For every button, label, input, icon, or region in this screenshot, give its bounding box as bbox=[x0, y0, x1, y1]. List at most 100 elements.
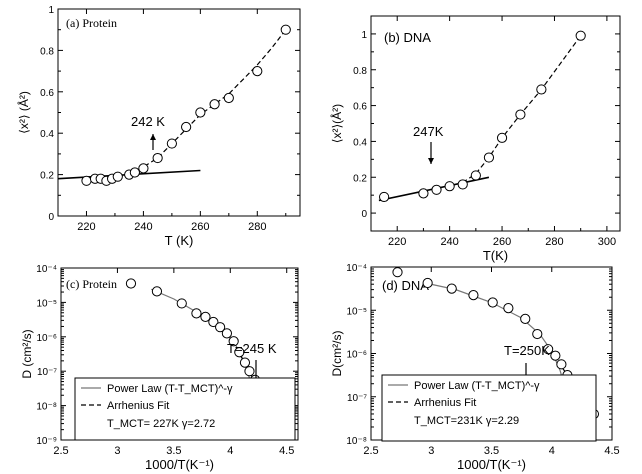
annotation-label: 247K bbox=[413, 124, 444, 139]
panel-label: (a) Protein bbox=[66, 16, 117, 30]
data-point bbox=[503, 302, 514, 314]
x-tick-label: 4 bbox=[549, 445, 555, 457]
data-point bbox=[379, 191, 390, 203]
y-tick-label: 0.2 bbox=[353, 173, 367, 184]
panel-label: (c) Protein bbox=[66, 277, 117, 291]
data-point bbox=[515, 109, 526, 120]
x-tick-label: 3 bbox=[428, 445, 434, 457]
y-tick-label: 10⁻⁷ bbox=[347, 393, 367, 404]
data-point bbox=[209, 99, 220, 110]
data-point bbox=[166, 138, 177, 149]
data-point bbox=[129, 167, 140, 178]
x-tick-label: 280 bbox=[545, 236, 563, 248]
data-point bbox=[483, 152, 495, 163]
annotation-label: T=250K bbox=[504, 343, 550, 358]
data-point bbox=[418, 188, 429, 199]
legend-box bbox=[381, 374, 597, 442]
data-point bbox=[215, 322, 226, 333]
annotation-label: T=245 K bbox=[227, 341, 277, 356]
data-point bbox=[181, 121, 192, 133]
y-axis-label: ⟨x²⟩ (Å²) bbox=[16, 91, 31, 134]
data-point bbox=[252, 66, 263, 77]
annotation-label: 242 K bbox=[131, 114, 165, 129]
data-point bbox=[280, 24, 291, 35]
dashed-fit-line bbox=[462, 35, 582, 184]
x-axis-label: 1000/T(K⁻¹) bbox=[457, 457, 526, 472]
y-tick-label: 10⁻⁸ bbox=[346, 436, 367, 447]
x-tick-label: 220 bbox=[388, 236, 406, 248]
panel-1: 220 240 260 280 0 0.2 0.4 0.6 0.8 1 T (K) ⟨x²⟩ (Å²)… bbox=[16, 5, 301, 248]
x-tick-label: 260 bbox=[191, 221, 209, 233]
y-tick-label: 10⁻⁸ bbox=[36, 402, 57, 413]
data-point bbox=[487, 297, 498, 308]
panel-4: 2.5 3 3.5 4 4.5 10⁻⁸ 10⁻⁷ 10⁻⁶ 10⁻⁵ 10⁻⁴ 1000/T(K⁻… bbox=[330, 263, 620, 472]
y-tick-label: 0.2 bbox=[40, 171, 54, 182]
x-tick-label: 280 bbox=[248, 221, 266, 233]
x-tick-label: 240 bbox=[440, 236, 458, 248]
data-point bbox=[550, 350, 561, 361]
y-tick-label: 10⁻⁶ bbox=[36, 333, 57, 344]
data-point bbox=[176, 298, 187, 309]
x-tick-label: 3.5 bbox=[166, 445, 181, 457]
plot-area bbox=[58, 24, 291, 186]
data-point bbox=[470, 170, 481, 181]
data-point bbox=[575, 30, 586, 41]
x-tick-label: 260 bbox=[493, 236, 511, 248]
data-point bbox=[532, 328, 543, 340]
x-axis-label: 1000/T(K⁻¹) bbox=[145, 457, 214, 472]
y-tick-label: 0.4 bbox=[353, 137, 367, 148]
x-tick-label: 240 bbox=[134, 221, 152, 233]
data-point bbox=[152, 152, 163, 164]
data-point bbox=[223, 92, 234, 104]
panel-3: 2.5 3 3.5 4 4.5 10⁻⁹ 10⁻⁸ 10⁻⁷ 10⁻⁶ 10⁻⁵ 10⁻⁴ 1000/… bbox=[20, 264, 299, 472]
y-tick-label: 10⁻⁹ bbox=[36, 436, 57, 447]
legend-entry-fit-params: T_MCT= 227K γ=2.72 bbox=[107, 418, 215, 430]
y-tick-label: 10⁻⁵ bbox=[346, 306, 367, 317]
legend-box bbox=[74, 377, 296, 441]
y-tick-label: 0.4 bbox=[40, 129, 54, 140]
y-tick-label: 0.8 bbox=[40, 46, 54, 57]
data-point bbox=[422, 277, 433, 289]
legend-entry-power-law: Power Law (T-T_MCT)^-γ bbox=[107, 383, 233, 395]
data-point bbox=[195, 107, 206, 118]
legend: Power Law (T-T_MCT)^-γ Arrhenius Fit T_MCT… bbox=[381, 374, 597, 442]
data-point bbox=[228, 336, 239, 347]
panel-2: 220 240 260 280 300 0 0.2 0.4 0.6 0.8 1 T(K) ⟨x²⟩(Å²… bbox=[329, 15, 621, 263]
y-tick-label: 0 bbox=[361, 209, 367, 220]
data-point bbox=[468, 290, 479, 301]
y-tick-label: 0 bbox=[48, 212, 54, 223]
data-point bbox=[536, 84, 547, 95]
y-tick-label: 10⁻⁵ bbox=[36, 298, 57, 309]
data-point bbox=[234, 347, 245, 358]
panel-label: (d) DNA bbox=[382, 278, 429, 293]
y-tick-label: 10⁻⁶ bbox=[346, 350, 367, 361]
legend-entry-fit-params: T_MCT=231K γ=2.29 bbox=[414, 415, 519, 427]
y-axis-label: D(cm²/s) bbox=[330, 331, 344, 377]
y-tick-label: 0.8 bbox=[353, 66, 367, 77]
data-point bbox=[444, 181, 455, 192]
y-tick-label: 1 bbox=[48, 5, 54, 16]
panel-label: (b) DNA bbox=[384, 30, 431, 45]
data-point bbox=[221, 328, 232, 339]
legend-entry-power-law: Power Law (T-T_MCT)^-γ bbox=[414, 380, 540, 392]
data-point bbox=[208, 316, 219, 328]
data-point bbox=[446, 283, 457, 294]
data-point bbox=[112, 171, 123, 182]
data-point bbox=[457, 179, 468, 190]
data-point bbox=[431, 184, 442, 195]
plot-frame bbox=[57, 8, 301, 217]
y-tick-label: 1 bbox=[361, 30, 367, 41]
data-point bbox=[543, 344, 554, 355]
data-point bbox=[520, 313, 531, 324]
data-point bbox=[191, 308, 202, 319]
annotation-arrowhead bbox=[150, 134, 156, 140]
x-tick-label: 2.5 bbox=[53, 445, 68, 457]
y-tick-label: 0.6 bbox=[40, 88, 54, 99]
y-tick-label: 10⁻⁴ bbox=[36, 264, 57, 275]
x-tick-label: 3 bbox=[114, 445, 120, 457]
y-tick-label: 10⁻⁴ bbox=[346, 263, 367, 274]
x-tick-label: 4.5 bbox=[279, 445, 294, 457]
y-axis-label: ⟨x²⟩(Å²) bbox=[329, 104, 344, 143]
data-point bbox=[200, 311, 211, 322]
